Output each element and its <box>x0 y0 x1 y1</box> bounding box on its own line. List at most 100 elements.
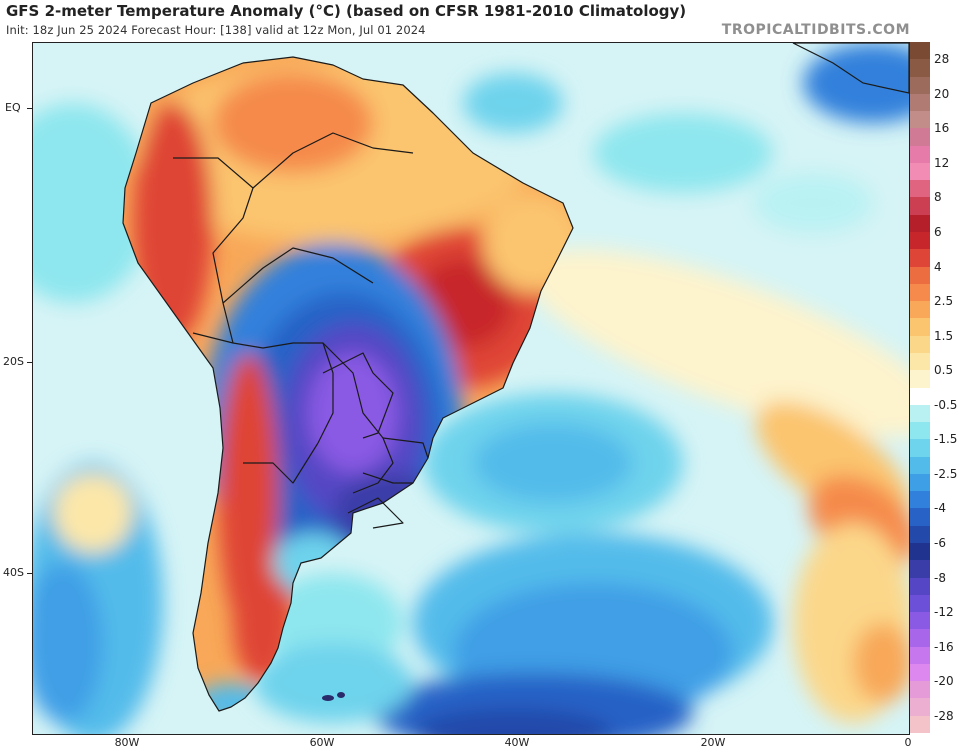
colorbar-cell <box>910 715 930 734</box>
colorbar-cell <box>910 111 930 129</box>
colorbar-cell <box>910 352 930 371</box>
colorbar <box>909 42 930 734</box>
pacific-deep-cool <box>33 563 103 723</box>
atlantic-warm-band <box>853 623 909 703</box>
colorbar-cell <box>910 266 930 285</box>
south-atlantic-cool <box>473 423 633 503</box>
colorbar-cell <box>910 197 930 216</box>
colorbar-cell <box>910 525 930 544</box>
colorbar-label: 20 <box>934 86 950 101</box>
colorbar-cell <box>910 387 930 406</box>
caribbean-cool <box>803 43 909 123</box>
colorbar-label: 8 <box>934 190 942 205</box>
border-line <box>222 247 374 304</box>
colorbar-cell <box>910 42 930 60</box>
colorbar-label: 28 <box>934 52 950 67</box>
colorbar-cell <box>910 577 930 596</box>
colorbar-label: -2.5 <box>934 466 958 481</box>
cold-core <box>308 353 398 473</box>
colorbar-cell <box>910 698 930 717</box>
colorbar-label: -6 <box>934 535 946 550</box>
border-line <box>347 497 404 529</box>
colorbar-cell <box>910 180 930 198</box>
colorbar-label: -12 <box>934 605 954 620</box>
colorbar-cell <box>910 681 930 699</box>
colorbar-label: -28 <box>934 708 954 723</box>
colorbar-label: -0.5 <box>934 397 958 412</box>
anomaly-map <box>32 42 910 735</box>
coastline-borders <box>122 56 574 712</box>
atlantic-warm-band <box>525 248 909 438</box>
colorbar-cell <box>910 612 930 630</box>
colorbar-cell <box>910 491 930 509</box>
colorbar-cell <box>910 145 930 164</box>
lat-tick <box>27 573 32 574</box>
lon-label-20w: 20W <box>700 736 726 749</box>
atlantic-cool-patch <box>753 173 873 233</box>
colorbar-cell <box>910 93 930 112</box>
colorbar-cell <box>910 128 930 147</box>
lon-label-80w: 80W <box>114 736 140 749</box>
border-line <box>382 437 429 459</box>
colorbar-cell <box>910 283 930 302</box>
colorbar-cell <box>910 301 930 319</box>
colorbar-label: -4 <box>934 501 946 516</box>
amazon-warm <box>213 73 373 173</box>
border-line <box>317 342 334 444</box>
falkland-islands <box>322 692 345 701</box>
colorbar-label: 0.5 <box>934 363 954 378</box>
colorbar-label: 4 <box>934 259 942 274</box>
colorbar-label: 16 <box>934 121 950 136</box>
colorbar-cell <box>910 439 930 458</box>
colorbar-cell <box>910 318 930 337</box>
site-watermark: TROPICALTIDBITS.COM <box>721 22 910 38</box>
atlantic-cool-patch <box>593 113 773 193</box>
lon-label-60w: 60W <box>309 736 335 749</box>
colorbar-cell <box>910 663 930 682</box>
colorbar-cell <box>910 214 930 233</box>
lat-label-eq: EQ <box>5 101 21 114</box>
colorbar-label: -20 <box>934 674 954 689</box>
africa-coastline <box>792 43 909 94</box>
south-america-coastline <box>122 56 574 712</box>
colorbar-cell <box>910 232 930 250</box>
lat-tick <box>27 108 32 109</box>
colorbar-cell <box>910 473 930 492</box>
border-line <box>243 442 319 484</box>
colorbar-cell <box>910 422 930 440</box>
border-line <box>192 332 234 344</box>
colorbar-label: 2.5 <box>934 294 954 309</box>
colorbar-cell <box>910 594 930 613</box>
south-atlantic-cold <box>413 708 613 734</box>
colorbar-cell <box>910 456 930 475</box>
colorbar-cell <box>910 560 930 579</box>
colorbar-cell <box>910 335 930 354</box>
lon-label-40w: 40W <box>504 736 530 749</box>
atlantic-cool-patch <box>463 73 563 133</box>
pacific-cool-patch <box>33 103 153 303</box>
pacific-warm-patch <box>53 473 133 553</box>
border-line <box>362 472 413 484</box>
init-forecast-info: Init: 18z Jun 25 2024 Forecast Hour: [13… <box>6 23 426 37</box>
colorbar-cell <box>910 629 930 648</box>
colorbar-label: 1.5 <box>934 328 954 343</box>
colorbar-cell <box>910 370 930 388</box>
colorbar-label: -8 <box>934 570 946 585</box>
colorbar-cell <box>910 404 930 423</box>
colorbar-cell <box>910 646 930 665</box>
colorbar-cell <box>910 508 930 527</box>
colorbar-label: -16 <box>934 639 954 654</box>
lat-label-40s: 40S <box>3 566 24 579</box>
colorbar-cell <box>910 249 930 268</box>
colorbar-label: 6 <box>934 225 942 240</box>
lon-label-0: 0 <box>904 736 912 749</box>
border-line <box>252 132 414 189</box>
shelf-cool <box>253 643 413 723</box>
border-line <box>322 352 394 439</box>
lat-label-20s: 20S <box>3 355 24 368</box>
colorbar-cell <box>910 542 930 561</box>
colorbar-cell <box>910 76 930 95</box>
colorbar-label: -1.5 <box>934 432 958 447</box>
lat-tick <box>27 362 32 363</box>
colorbar-label: 12 <box>934 155 950 170</box>
